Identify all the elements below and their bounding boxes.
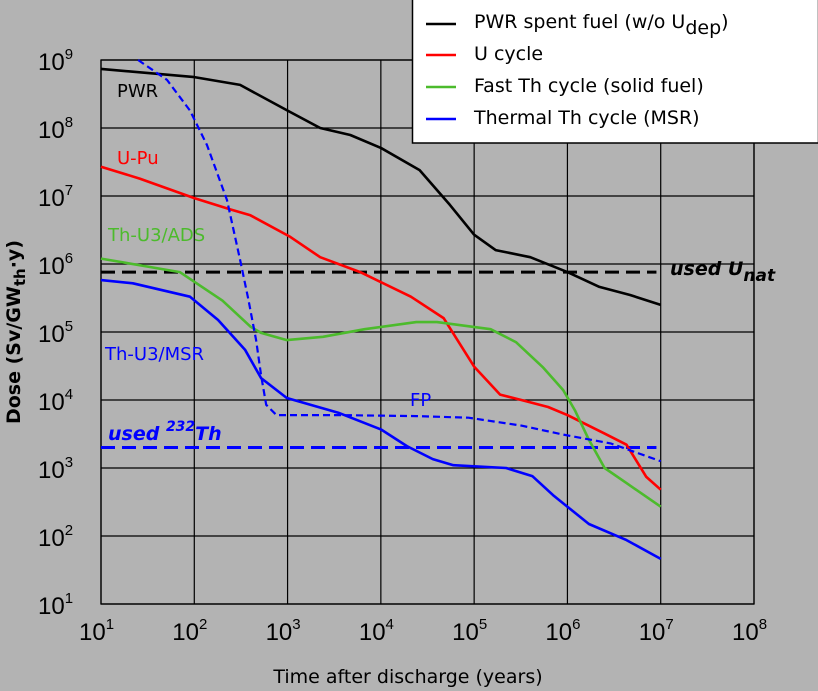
legend-item-u-cycle: U cycle (474, 43, 543, 65)
annotation-th-u3-msr: Th-U3/MSR (104, 344, 204, 365)
tick-base: 10 (38, 185, 65, 212)
tick-base: 10 (266, 619, 293, 646)
y-tick-label: 107 (38, 182, 73, 212)
y-tick-label: 108 (38, 114, 73, 144)
tick-base: 10 (38, 253, 65, 280)
tick-exponent: 6 (572, 616, 580, 633)
legend-pwr-main: PWR spent fuel (w/o U (474, 11, 685, 33)
legend-item-fast-th: Fast Th cycle (solid fuel) (474, 75, 704, 97)
y-axis-title-sub: th (11, 268, 29, 286)
tick-base: 10 (732, 619, 759, 646)
y-axis-title-tail: ·y) (3, 240, 25, 268)
tick-exponent: 4 (386, 616, 394, 633)
annotation-u-pu: U-Pu (117, 148, 159, 169)
y-tick-label: 102 (38, 522, 73, 552)
tick-base: 10 (38, 389, 65, 416)
tick-exponent: 1 (106, 616, 114, 633)
y-tick-label: 105 (38, 318, 73, 348)
annotation-fp: FP (410, 390, 431, 411)
tick-exponent: 3 (292, 616, 300, 633)
tick-exponent: 7 (65, 182, 73, 199)
legend: PWR spent fuel (w/o Udep) U cycle Fast T… (411, 0, 818, 144)
tick-base: 10 (639, 619, 666, 646)
legend-box (411, 0, 818, 144)
annotation-th-u3-ads: Th-U3/ADS (107, 225, 205, 246)
x-tick-label: 108 (732, 616, 767, 646)
tick-exponent: 2 (199, 616, 207, 633)
y-tick-label: 109 (38, 46, 73, 76)
series-lines (100, 59, 662, 561)
tick-exponent: 7 (665, 616, 673, 633)
tick-base: 10 (38, 117, 65, 144)
tick-base: 10 (79, 619, 106, 646)
series-line-fp (137, 59, 662, 463)
tick-exponent: 9 (65, 46, 73, 63)
tick-base: 10 (38, 457, 65, 484)
tick-labels: 101 102 103 104 105 106 107 1081011021031041051… (38, 46, 767, 646)
x-tick-label: 105 (452, 616, 487, 646)
y-axis-title: Dose (Sv/GWth·y) (3, 240, 29, 424)
legend-item-thermal-th: Thermal Th cycle (MSR) (473, 107, 700, 129)
tick-exponent: 4 (65, 386, 73, 403)
label-used-232th: used 232Th (108, 419, 222, 445)
label-used-unat-sub: nat (743, 266, 776, 286)
label-used-232th-tail: Th (195, 423, 222, 445)
tick-base: 10 (452, 619, 479, 646)
y-tick-label: 101 (38, 590, 73, 620)
x-tick-label: 102 (172, 616, 207, 646)
tick-exponent: 2 (65, 522, 73, 539)
tick-base: 10 (545, 619, 572, 646)
label-used-232th-main: used (108, 423, 166, 445)
tick-base: 10 (38, 525, 65, 552)
label-used-unat-main: used U (670, 258, 744, 280)
tick-base: 10 (172, 619, 199, 646)
tick-base: 10 (38, 593, 65, 620)
tick-base: 10 (38, 49, 65, 76)
legend-pwr-sub: dep (685, 17, 721, 39)
x-tick-label: 101 (79, 616, 114, 646)
legend-item-pwr: PWR spent fuel (w/o Udep) (474, 11, 729, 39)
x-tick-label: 107 (639, 616, 674, 646)
tick-exponent: 8 (759, 616, 767, 633)
y-tick-label: 104 (38, 386, 73, 416)
tick-exponent: 6 (65, 250, 73, 267)
x-tick-label: 103 (266, 616, 301, 646)
series-line-thermal-th-cycle-msr- (100, 278, 662, 561)
tick-base: 10 (38, 321, 65, 348)
grid (100, 59, 755, 605)
tick-exponent: 3 (65, 454, 73, 471)
x-tick-label: 106 (545, 616, 580, 646)
series-line-pwr-spent-fuel-w-o-u-dep- (100, 67, 662, 307)
annotation-pwr: PWR (117, 81, 158, 102)
y-tick-label: 103 (38, 454, 73, 484)
x-tick-label: 104 (359, 616, 394, 646)
label-used-232th-sup: 232 (166, 419, 195, 435)
tick-exponent: 8 (65, 114, 73, 131)
legend-pwr-tail: ) (721, 11, 728, 33)
y-axis-title-main: Dose (Sv/GW (3, 286, 25, 424)
tick-exponent: 5 (65, 318, 73, 335)
label-used-unat: used Unat (670, 258, 776, 286)
tick-exponent: 1 (65, 590, 73, 607)
x-axis-title: Time after discharge (years) (272, 666, 542, 688)
reference-lines (101, 270, 657, 450)
tick-base: 10 (359, 619, 386, 646)
tick-exponent: 5 (479, 616, 487, 633)
y-tick-label: 106 (38, 250, 73, 280)
